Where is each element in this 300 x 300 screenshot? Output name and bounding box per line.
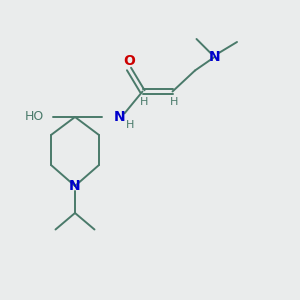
Text: N: N	[114, 110, 126, 124]
Text: N: N	[209, 50, 220, 64]
Text: HO: HO	[24, 110, 44, 124]
Text: N: N	[69, 179, 81, 193]
Text: H: H	[126, 120, 135, 130]
Text: H: H	[170, 97, 178, 107]
Text: H: H	[140, 97, 148, 107]
Text: O: O	[123, 54, 135, 68]
